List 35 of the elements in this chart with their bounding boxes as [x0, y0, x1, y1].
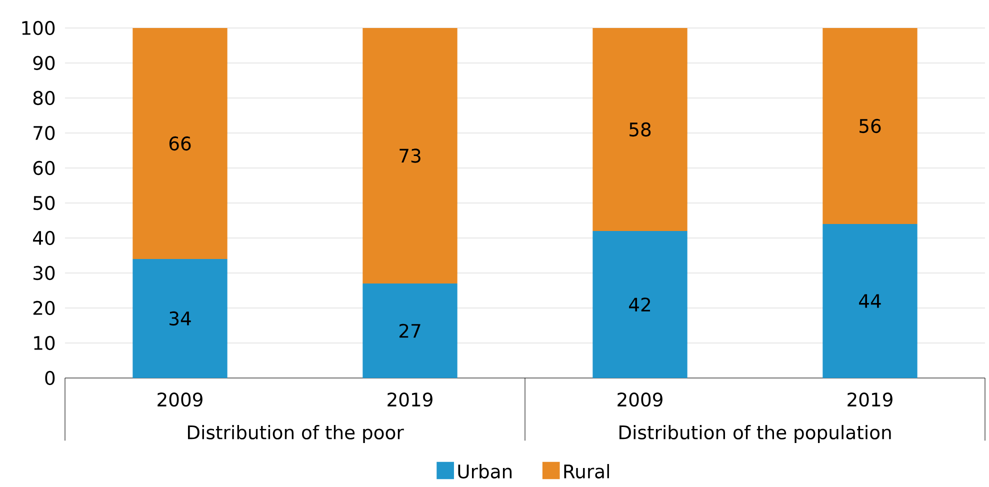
bar [132, 28, 228, 259]
bar [132, 259, 228, 378]
x-tick-label: 2019 [388, 392, 432, 407]
y-tick-label: 80 [33, 90, 55, 106]
bar [362, 28, 458, 284]
y-tick-label: 70 [34, 126, 55, 140]
legend-label: Urban [458, 464, 512, 478]
y-tick-label: 20 [33, 300, 55, 316]
bar [592, 28, 688, 231]
y-tick-label: 40 [33, 230, 55, 246]
y-tick-label: 10 [34, 336, 55, 350]
data-label: 34 [170, 311, 191, 326]
data-label: 73 [400, 148, 420, 163]
bar [362, 284, 458, 378]
data-label: 44 [859, 294, 881, 308]
bar [822, 224, 918, 378]
x-tick-label: 2009 [618, 392, 662, 407]
y-tick-label: 100 [22, 20, 55, 36]
y-tick-label: 50 [34, 196, 55, 210]
data-label: 66 [169, 136, 191, 151]
bar [822, 28, 918, 224]
y-tick-label: 60 [33, 160, 55, 176]
y-tick-label: 30 [34, 266, 55, 280]
bar [592, 231, 688, 378]
data-label: 56 [860, 118, 881, 134]
data-label: 27 [399, 324, 420, 338]
text: Distribution of the poor [188, 424, 404, 444]
text: Distribution of the population [620, 424, 891, 444]
legend-label: Rural [564, 464, 609, 478]
data-label: 42 [629, 298, 650, 312]
y-tick-label: 90 [33, 56, 55, 70]
data-label: 58 [630, 122, 651, 137]
y-tick-label: 0 [45, 370, 55, 386]
x-tick-label: 2019 [848, 392, 892, 407]
x-tick-label: 2009 [158, 392, 202, 407]
